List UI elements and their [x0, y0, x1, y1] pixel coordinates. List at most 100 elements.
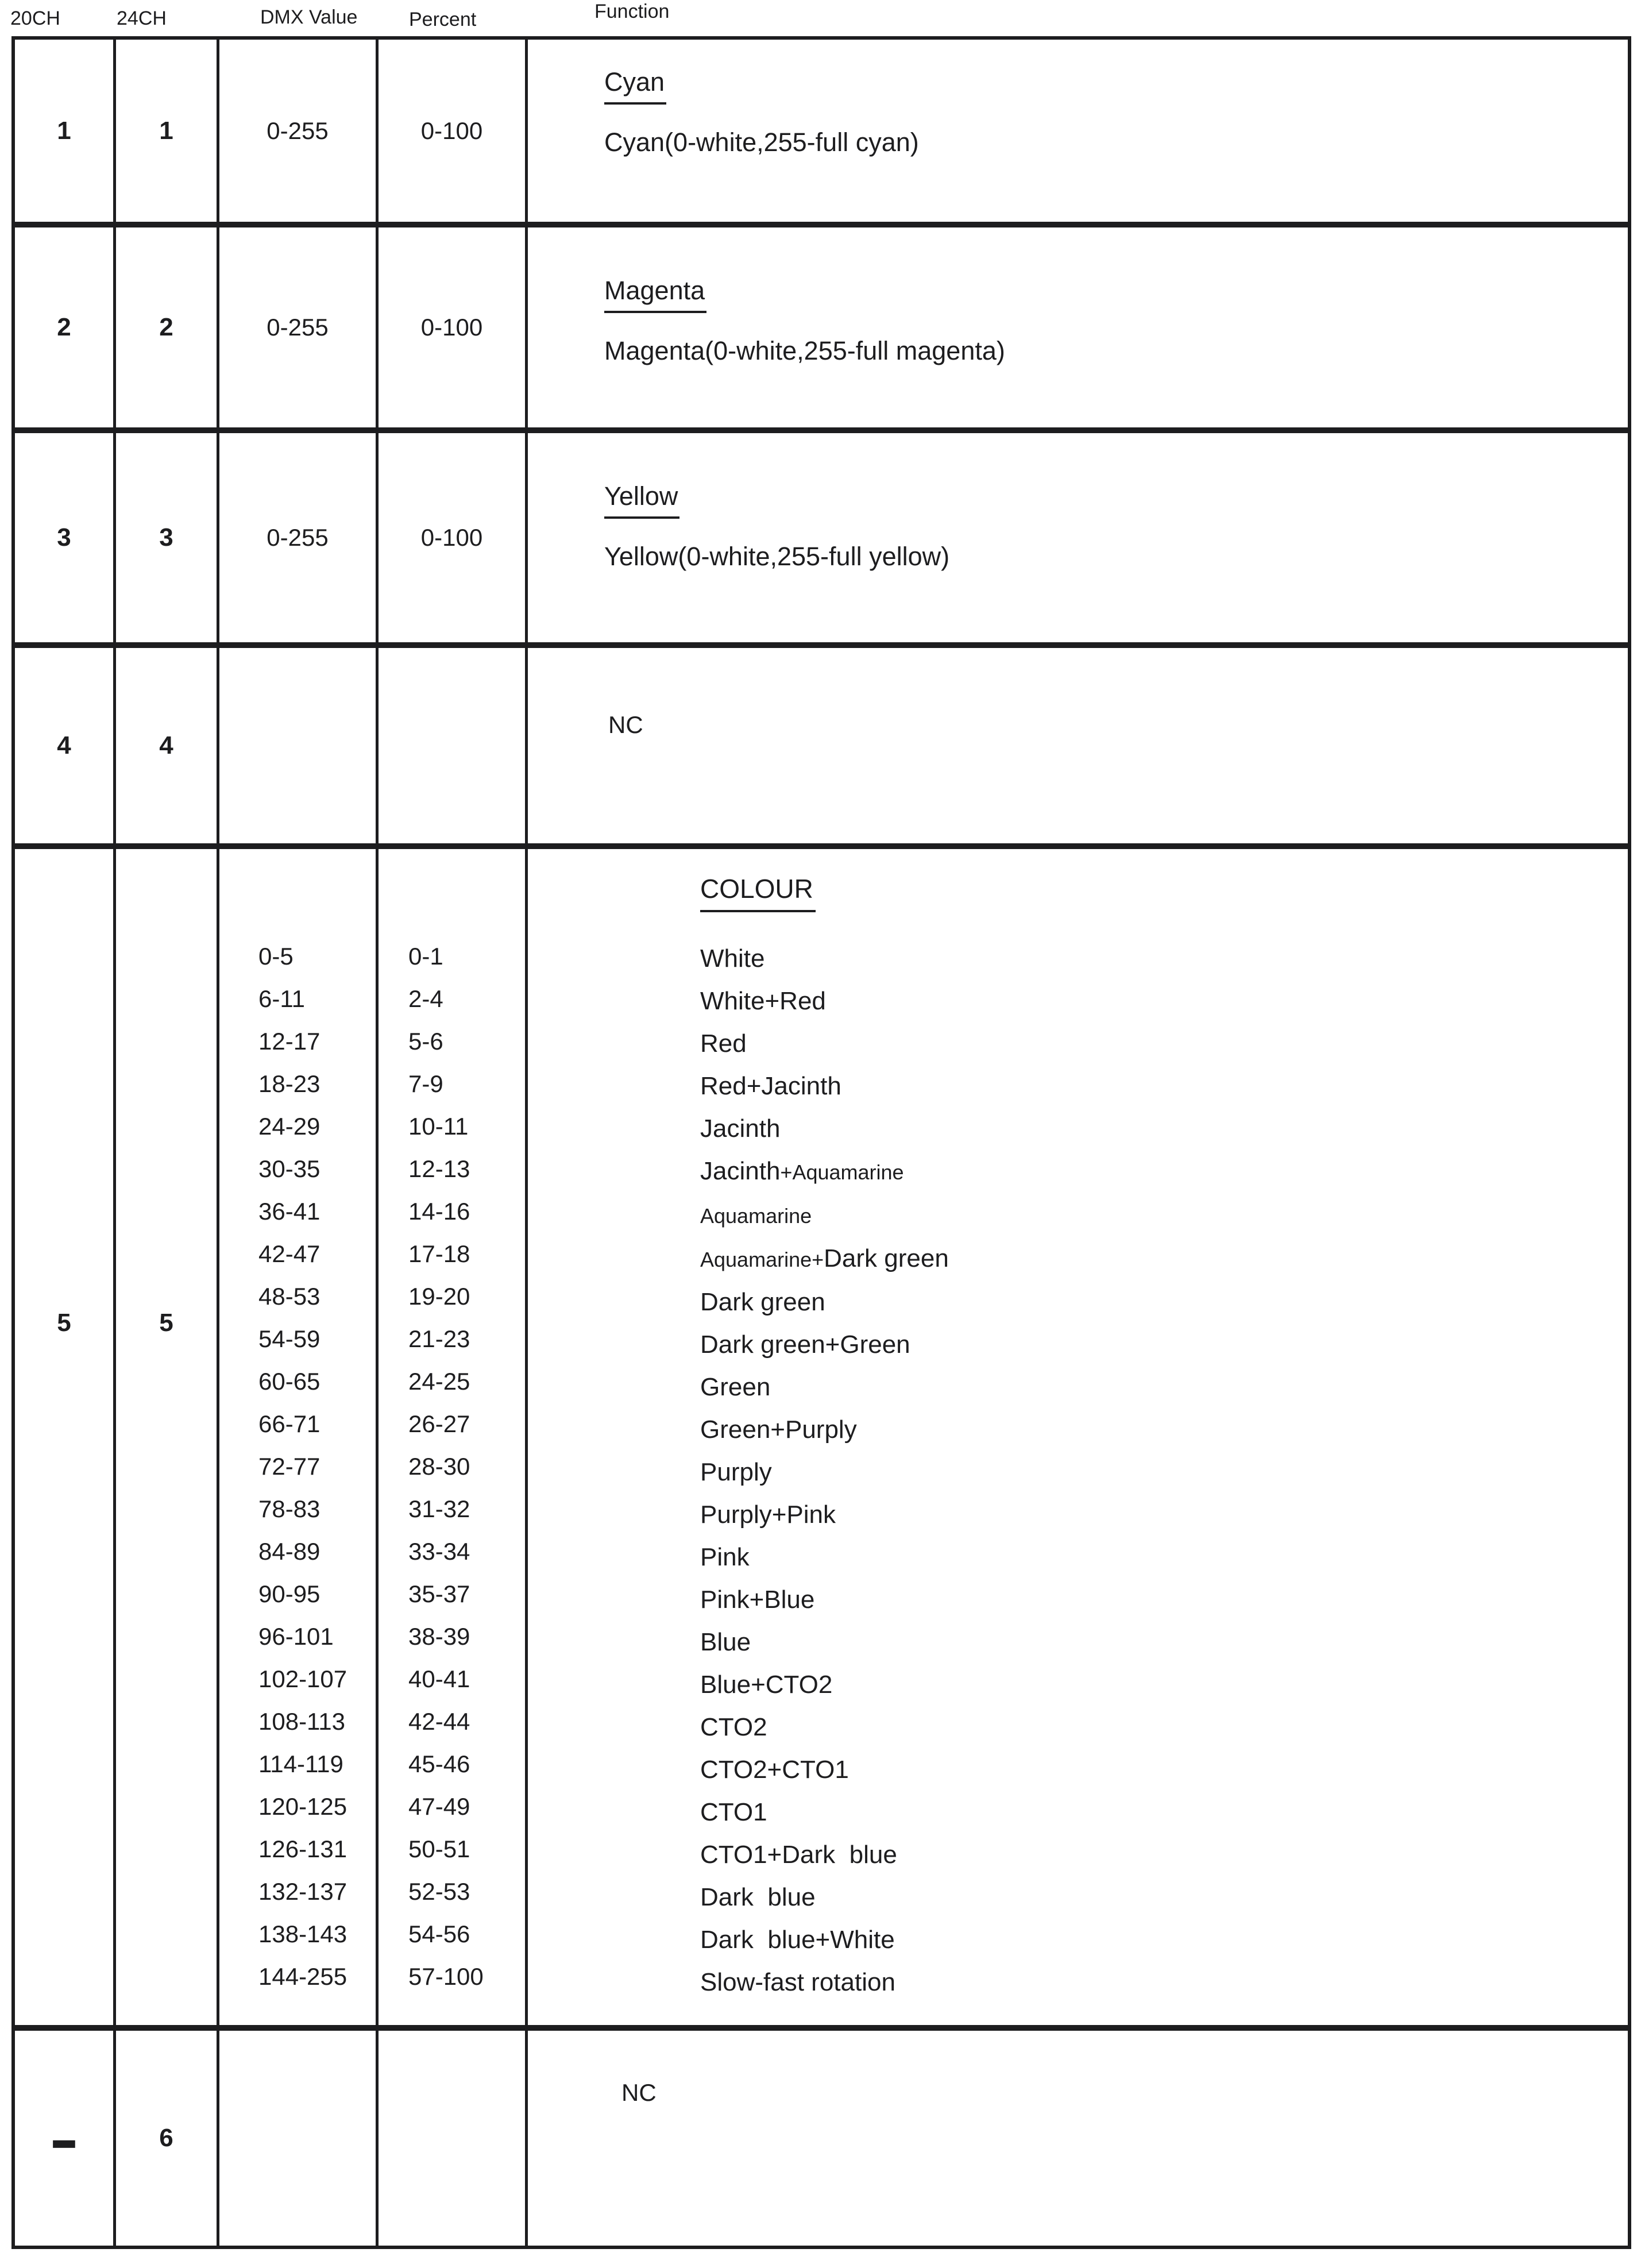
percent-range: 5-6: [408, 1028, 443, 1055]
percent-range: 10-11: [408, 1113, 469, 1140]
dmx-range: 42-47: [258, 1240, 321, 1267]
colour-name: Dark green+Green: [700, 1330, 910, 1359]
cell-percent: 0-100: [379, 433, 528, 642]
percent-range: 33-34: [408, 1538, 470, 1565]
channel-24-number: 6: [159, 2124, 173, 2152]
channel-20-number: 5: [57, 1309, 71, 1337]
dmx-range: 96-101: [258, 1623, 334, 1650]
dmx-range: 66-71: [258, 1410, 321, 1437]
cell-20ch: 4: [15, 648, 116, 843]
percent-range: 0-100: [420, 314, 483, 341]
dmx-range: 30-35: [258, 1155, 321, 1182]
dmx-range: 90-95: [258, 1580, 321, 1607]
channel-24-number: 5: [159, 1309, 173, 1337]
channel-24-number: 4: [159, 731, 173, 759]
cell-percent: 0-100: [379, 40, 528, 222]
percent-range: 24-25: [408, 1368, 470, 1395]
table-row-channel-1: 1 1 0-255 0-100 Cyan Cyan(0-white,255-fu…: [15, 40, 1628, 222]
dmx-range: 0-255: [267, 524, 329, 551]
cell-percent-empty: [379, 648, 528, 843]
percent-range: 52-53: [408, 1878, 470, 1905]
cell-percent: 0-100: [379, 227, 528, 427]
function-description: Cyan(0-white,255-full cyan): [604, 128, 919, 157]
percent-range: 19-20: [408, 1283, 470, 1310]
percent-range: 7-9: [408, 1070, 443, 1097]
cell-24ch: 1: [116, 40, 219, 222]
percent-range: 21-23: [408, 1325, 470, 1352]
colour-name: CTO2: [700, 1713, 767, 1741]
cell-dmx-value: 0-255: [219, 40, 379, 222]
cell-24ch: 5: [116, 849, 219, 2025]
cell-function: Cyan Cyan(0-white,255-full cyan): [528, 40, 1628, 222]
dmx-range: 120-125: [258, 1793, 347, 1820]
colour-name: Aquamarine+Dark green: [700, 1244, 949, 1272]
cell-24ch: 4: [116, 648, 219, 843]
channel-20-number: 3: [57, 523, 71, 551]
dmx-range: 36-41: [258, 1198, 321, 1225]
percent-range: 57-100: [408, 1963, 484, 1990]
dmx-range: 12-17: [258, 1028, 321, 1055]
column-header-24ch: 24CH: [117, 7, 167, 29]
cell-dmx-value-empty: [219, 2031, 379, 2246]
colour-name: Red+Jacinth: [700, 1072, 841, 1100]
channel-20-number: 1: [57, 116, 71, 145]
cell-function: COLOUR White White+Red Red Red+Jacinth Jacin…: [528, 849, 1628, 2025]
percent-range: 47-49: [408, 1793, 470, 1820]
cell-20ch: 2: [15, 227, 116, 427]
cell-20ch: 1: [15, 40, 116, 222]
cell-percent-list: 0-1 2-4 5-6 7-9 10-11 12-13 14-16 17-18 19-20 21-…: [379, 849, 528, 2025]
table-row-channel-2: 2 2 0-255 0-100 Magenta Magenta(0-white,…: [15, 222, 1628, 427]
percent-range: 17-18: [408, 1240, 470, 1267]
cell-percent-empty: [379, 2031, 528, 2246]
percent-range: 31-32: [408, 1495, 470, 1522]
percent-range: 28-30: [408, 1453, 470, 1480]
cell-function: Yellow Yellow(0-white,255-full yellow): [528, 433, 1628, 642]
column-header-function: Function: [594, 1, 670, 22]
colour-name: Pink: [700, 1543, 750, 1571]
channel-24-number: 1: [159, 116, 173, 145]
dmx-range: 132-137: [258, 1878, 347, 1905]
cell-20ch: –: [15, 2031, 116, 2246]
colour-name: Dark green: [700, 1288, 825, 1316]
colour-name: Dark blue+White: [700, 1926, 895, 1954]
colour-name: Slow-fast rotation: [700, 1968, 895, 1996]
colour-name: CTO1: [700, 1798, 767, 1826]
channel-20-number: 2: [57, 313, 71, 341]
dmx-range: 0-255: [267, 117, 329, 144]
dmx-range: 48-53: [258, 1283, 321, 1310]
dmx-range: 138-143: [258, 1920, 347, 1947]
percent-range: 0-100: [420, 117, 483, 144]
colour-name: Green: [700, 1373, 771, 1401]
colour-heading: COLOUR: [700, 873, 816, 912]
cell-dmx-value-empty: [219, 648, 379, 843]
dmx-range: 18-23: [258, 1070, 321, 1097]
cell-24ch: 3: [116, 433, 219, 642]
function-description: NC: [608, 711, 643, 738]
colour-name: Blue+CTO2: [700, 1671, 833, 1699]
percent-range: 54-56: [408, 1920, 470, 1947]
function-description: Magenta(0-white,255-full magenta): [604, 336, 1005, 365]
percent-range: 38-39: [408, 1623, 470, 1650]
cell-dmx-value-list: 0-5 6-11 12-17 18-23 24-29 30-35 36-41 42-47 48-…: [219, 849, 379, 2025]
colour-name: Purply: [700, 1458, 772, 1486]
dmx-range: 102-107: [258, 1665, 347, 1692]
cell-20ch: 3: [15, 433, 116, 642]
table-row-channel-5: 5 5 0-5 6-11 12-17 18-23 24-29 30-35 36-41 42-4…: [15, 843, 1628, 2025]
cell-24ch: 2: [116, 227, 219, 427]
colour-name: White+Red: [700, 987, 826, 1015]
dmx-table: 1 1 0-255 0-100 Cyan Cyan(0-white,255-fu…: [11, 36, 1631, 2249]
column-header-percent: Percent: [409, 9, 477, 30]
dmx-range: 0-255: [267, 314, 329, 341]
dmx-range: 72-77: [258, 1453, 321, 1480]
colour-name: Blue: [700, 1628, 751, 1656]
percent-range: 2-4: [408, 985, 443, 1012]
function-heading: Cyan: [604, 67, 667, 105]
dmx-range: 144-255: [258, 1963, 347, 1990]
column-header-20ch: 20CH: [10, 7, 60, 29]
channel-24-number: 3: [159, 523, 173, 551]
cell-dmx-value: 0-255: [219, 433, 379, 642]
table-row-channel-4: 4 4 NC: [15, 642, 1628, 843]
colour-name: White: [700, 944, 765, 973]
cell-function: NC: [528, 648, 1628, 843]
percent-range: 35-37: [408, 1580, 470, 1607]
